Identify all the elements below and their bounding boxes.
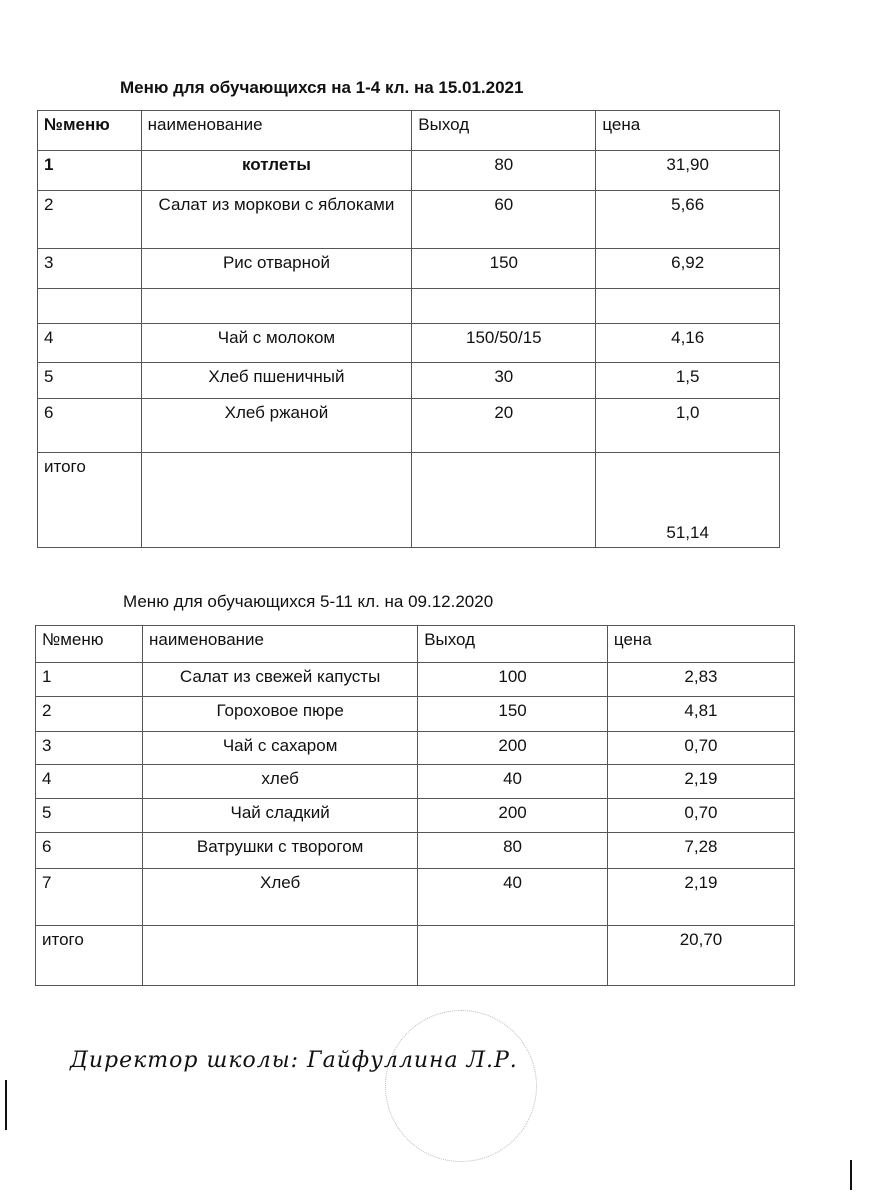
name-cell: Гороховое пюре	[142, 696, 419, 732]
empty-cell	[140, 452, 413, 548]
name-cell: Ватрушки с творогом	[142, 832, 419, 869]
number-cell: 1	[37, 150, 142, 191]
menu2-title: Меню для обучающихся 5-11 кл. на 09.12.2…	[123, 592, 494, 611]
yield-cell: Выход	[417, 625, 608, 663]
signature: Директор школы: Гайфуллина Л.Р.	[70, 1048, 518, 1073]
menu1-table: №меню наименование Выход цена 1 котлеты 80 31,9…	[37, 110, 780, 548]
table-row: 4 хлеб 40 2,19	[34, 764, 796, 799]
stamp	[385, 1010, 537, 1162]
yield-cell: 30	[411, 362, 597, 399]
table-row: 7 Хлеб 40 2,19	[34, 868, 796, 926]
price-cell: 2,83	[606, 662, 796, 697]
yield-cell: 80	[417, 832, 608, 869]
number-cell: 5	[34, 798, 144, 833]
total-label: итого	[34, 925, 144, 986]
price-cell: 4,16	[595, 323, 780, 363]
yield-cell: 200	[417, 798, 608, 833]
number-cell: №меню	[37, 110, 142, 151]
header-row: №меню наименование Выход цена	[37, 110, 780, 151]
name-cell: хлеб	[142, 764, 419, 799]
price-cell: 2,19	[606, 764, 796, 799]
number-cell: 2	[34, 696, 144, 732]
total-row: итого 51,14	[37, 452, 780, 548]
menu2-table: №меню наименование Выход цена 1 Салат из свеж…	[34, 625, 796, 986]
yield-cell: Выход	[411, 110, 597, 151]
price-cell: 4,81	[606, 696, 796, 732]
number-cell: 7	[34, 868, 144, 926]
total-value: 51,14	[595, 452, 780, 548]
price-cell: цена	[606, 625, 796, 663]
name-cell	[140, 288, 413, 324]
name-cell: Чай сладкий	[142, 798, 419, 833]
yield-cell: 60	[411, 190, 597, 249]
name-cell: Чай с сахаром	[142, 731, 419, 765]
name-cell: Рис отварной	[140, 248, 413, 289]
table-row: 1 Салат из свежей капусты 100 2,83	[34, 662, 796, 697]
empty-cell	[411, 452, 597, 548]
price-cell: 0,70	[606, 731, 796, 765]
table-row: 2 Гороховое пюре 150 4,81	[34, 696, 796, 732]
table-row: 5 Чай сладкий 200 0,70	[34, 798, 796, 833]
price-cell: 6,92	[595, 248, 780, 289]
total-label: итого	[37, 452, 142, 548]
price-cell: 7,28	[606, 832, 796, 869]
name-cell: Чай с молоком	[140, 323, 413, 363]
number-cell	[37, 288, 142, 324]
table-row	[37, 288, 780, 324]
price-cell	[595, 288, 780, 324]
number-cell: 4	[37, 323, 142, 363]
number-cell: 3	[34, 731, 144, 765]
header-row: №меню наименование Выход цена	[34, 625, 796, 663]
yield-cell: 80	[411, 150, 597, 191]
name-cell: наименование	[140, 110, 413, 151]
yield-cell	[411, 288, 597, 324]
table-row: 6 Хлеб ржаной 20 1,0	[37, 398, 780, 453]
price-cell: цена	[595, 110, 780, 151]
table-row: 4 Чай с молоком 150/50/15 4,16	[37, 323, 780, 363]
number-cell: 2	[37, 190, 142, 249]
number-cell: 1	[34, 662, 144, 697]
number-cell: 6	[34, 832, 144, 869]
name-cell: Хлеб ржаной	[140, 398, 413, 453]
total-row: итого 20,70	[34, 925, 796, 986]
price-cell: 2,19	[606, 868, 796, 926]
yield-cell: 150	[411, 248, 597, 289]
number-cell: №меню	[34, 625, 144, 663]
scan-mark	[5, 1080, 7, 1130]
yield-cell: 150/50/15	[411, 323, 597, 363]
empty-cell	[417, 925, 608, 986]
price-cell: 31,90	[595, 150, 780, 191]
number-cell: 6	[37, 398, 142, 453]
number-cell: 5	[37, 362, 142, 399]
price-cell: 0,70	[606, 798, 796, 833]
name-cell: наименование	[142, 625, 419, 663]
price-cell: 1,0	[595, 398, 780, 453]
yield-cell: 20	[411, 398, 597, 453]
yield-cell: 100	[417, 662, 608, 697]
name-cell: Салат из моркови с яблоками	[140, 190, 413, 249]
name-cell: Салат из свежей капусты	[142, 662, 419, 697]
yield-cell: 40	[417, 764, 608, 799]
price-cell: 5,66	[595, 190, 780, 249]
name-cell: котлеты	[140, 150, 413, 191]
name-cell: Хлеб	[142, 868, 419, 926]
table-row: 1 котлеты 80 31,90	[37, 150, 780, 191]
yield-cell: 200	[417, 731, 608, 765]
yield-cell: 150	[417, 696, 608, 732]
scan-mark	[850, 1160, 852, 1190]
price-cell: 1,5	[595, 362, 780, 399]
table-row: 3 Чай с сахаром 200 0,70	[34, 731, 796, 765]
table-row: 5 Хлеб пшеничный 30 1,5	[37, 362, 780, 399]
empty-cell	[142, 925, 419, 986]
number-cell: 4	[34, 764, 144, 799]
menu1-title: Меню для обучающихся на 1-4 кл. на 15.01…	[120, 78, 524, 97]
table-row: 6 Ватрушки с творогом 80 7,28	[34, 832, 796, 869]
number-cell: 3	[37, 248, 142, 289]
total-value: 20,70	[606, 925, 796, 986]
name-cell: Хлеб пшеничный	[140, 362, 413, 399]
table-row: 3 Рис отварной 150 6,92	[37, 248, 780, 289]
table-row: 2 Салат из моркови с яблоками 60 5,66	[37, 190, 780, 249]
yield-cell: 40	[417, 868, 608, 926]
